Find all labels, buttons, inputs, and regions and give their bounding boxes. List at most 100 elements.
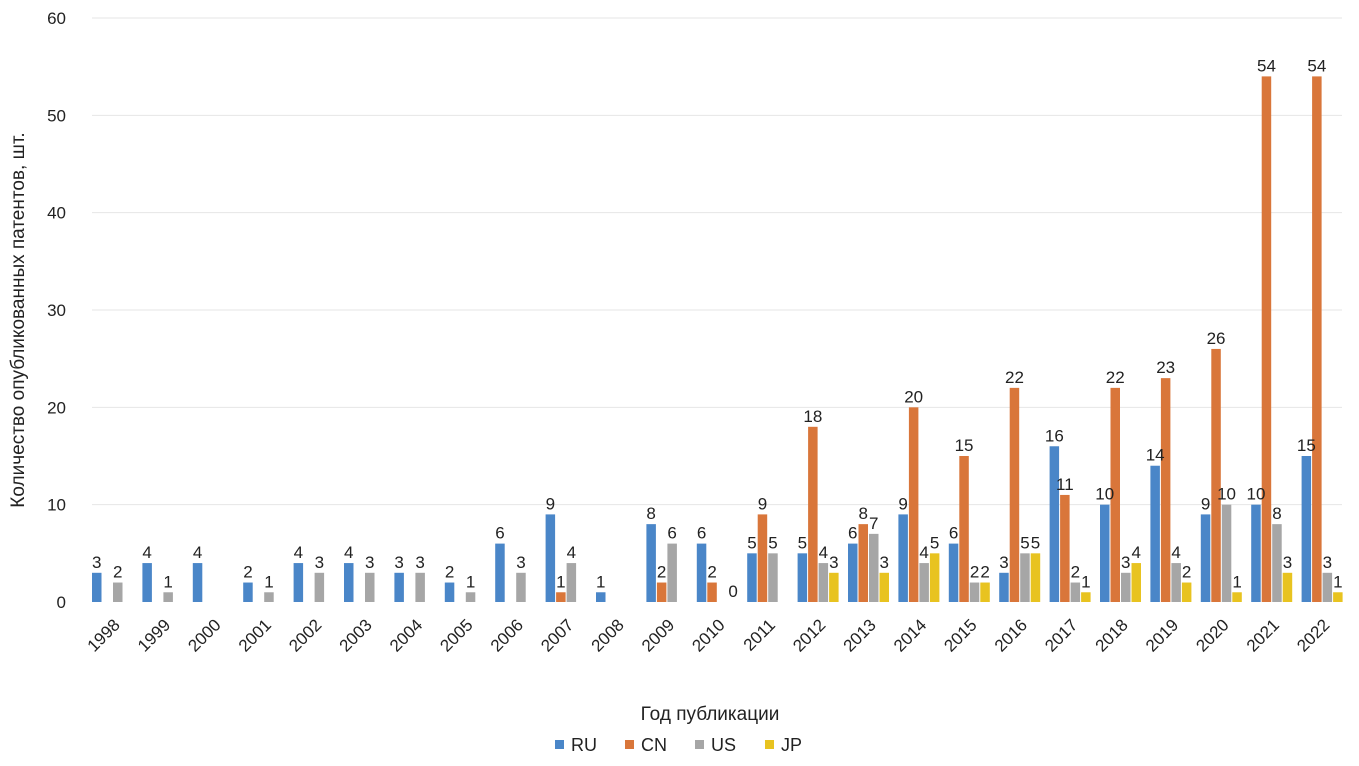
bar-us-2007 [566, 563, 577, 602]
bar-jp-2012 [829, 572, 839, 602]
bar-ru-1998 [92, 572, 102, 602]
x-tick-label: 2017 [1041, 615, 1081, 655]
bar-ru-2020 [1200, 514, 1211, 602]
bars [92, 76, 1343, 602]
data-label-us-2002: 3 [315, 553, 324, 572]
data-label-cn-2013: 8 [859, 504, 868, 523]
bar-ru-1999 [142, 563, 152, 602]
bar-cn-2007 [556, 592, 566, 602]
data-label-jp-2016: 5 [1031, 533, 1040, 552]
data-label-us-2011: 5 [768, 533, 777, 552]
bar-us-2022 [1322, 572, 1333, 602]
data-label-cn-2012: 18 [803, 407, 822, 426]
x-tick-label: 2002 [285, 615, 325, 655]
data-label-jp-2019: 2 [1182, 563, 1191, 582]
legend: RU CN US JP [555, 735, 802, 755]
data-label-ru-2007: 9 [546, 494, 555, 513]
bar-jp-2018 [1131, 563, 1141, 602]
legend-swatch-ru [555, 740, 564, 749]
data-label-cn-2018: 22 [1106, 368, 1125, 387]
x-tick-label: 2021 [1243, 615, 1283, 655]
bar-us-2017 [1070, 582, 1081, 602]
x-tick-label: 2011 [740, 615, 779, 654]
data-label-us-2019: 4 [1171, 543, 1180, 562]
bar-us-2020 [1221, 504, 1232, 602]
data-label-cn-2015: 15 [955, 436, 974, 455]
bar-ru-2010 [696, 543, 707, 602]
bar-us-2021 [1272, 524, 1282, 602]
data-label-jp-2015: 2 [980, 563, 989, 582]
data-label-ru-2015: 6 [949, 524, 958, 543]
data-label-jp-2012: 3 [829, 553, 838, 572]
x-tick-label: 2014 [890, 615, 930, 655]
data-label-ru-2016: 3 [999, 553, 1008, 572]
data-label-ru-2008: 1 [596, 572, 605, 591]
bar-jp-2015 [980, 582, 990, 602]
bar-us-1998 [113, 582, 123, 602]
data-label-us-2018: 3 [1121, 553, 1130, 572]
data-label-us-2009: 6 [667, 524, 676, 543]
data-label-ru-1998: 3 [92, 553, 101, 572]
y-tick-label: 30 [47, 301, 66, 320]
bar-jp-2022 [1333, 592, 1343, 602]
data-label-cn-2014: 20 [904, 387, 923, 406]
bar-us-2001 [264, 592, 274, 602]
bar-ru-2022 [1301, 456, 1312, 602]
data-label-ru-2019: 14 [1146, 446, 1165, 465]
x-axis-title: Год публикации [641, 704, 780, 725]
x-tick-label: 2004 [386, 615, 426, 655]
bar-ru-2015 [948, 543, 959, 602]
y-axis-ticks: 0 10 20 30 40 50 60 [47, 9, 66, 612]
x-tick-label: 1999 [134, 615, 174, 655]
bar-cn-2015 [959, 456, 969, 602]
data-label-us-1998: 2 [113, 563, 122, 582]
data-label-jp-2018: 4 [1132, 543, 1141, 562]
bar-ru-2005 [444, 582, 455, 602]
data-label-cn-2009: 2 [657, 563, 666, 582]
data-label-us-2013: 7 [869, 514, 878, 533]
data-label-ru-1999: 4 [142, 543, 151, 562]
legend-label-jp: JP [781, 735, 802, 755]
bar-us-2016 [1020, 553, 1030, 602]
bar-jp-2019 [1181, 582, 1192, 602]
gridlines [92, 17, 1342, 506]
bar-cn-2010 [707, 582, 717, 602]
x-tick-label: 2012 [789, 615, 829, 655]
data-label-us-2003: 3 [365, 553, 374, 572]
x-tick-label: 2000 [184, 615, 224, 655]
data-label-cn-2021: 54 [1257, 56, 1276, 75]
data-label-us-2007: 4 [567, 543, 576, 562]
bar-us-2012 [818, 563, 829, 602]
x-tick-label: 2015 [940, 615, 980, 655]
data-label-ru-2005: 2 [445, 563, 454, 582]
bar-jp-2014 [929, 553, 940, 602]
legend-label-cn: CN [641, 735, 667, 755]
data-label-ru-2009: 8 [646, 504, 655, 523]
bar-cn-2013 [858, 524, 868, 602]
bar-cn-2012 [808, 426, 818, 602]
bar-ru-2017 [1049, 446, 1060, 602]
bar-ru-2011 [747, 553, 757, 602]
bar-jp-2013 [879, 572, 889, 602]
bar-cn-2020 [1211, 348, 1221, 602]
data-label-cn-2022: 54 [1307, 56, 1326, 75]
data-label-jp-2014: 5 [930, 533, 939, 552]
data-label-ru-2022: 15 [1297, 436, 1316, 455]
data-label-jp-2022: 1 [1333, 572, 1342, 591]
x-tick-label: 1998 [84, 615, 124, 655]
bar-cn-2022 [1312, 76, 1322, 602]
data-label-cn-2020: 26 [1207, 329, 1226, 348]
legend-label-us: US [711, 735, 736, 755]
legend-swatch-us [695, 740, 704, 749]
y-tick-label: 0 [57, 593, 66, 612]
data-label-us-2006: 3 [516, 553, 525, 572]
bar-ru-2003 [344, 563, 354, 602]
data-label-ru-2003: 4 [344, 543, 353, 562]
bar-us-2019 [1171, 563, 1181, 602]
y-tick-label: 50 [47, 106, 66, 125]
legend-swatch-cn [625, 740, 634, 749]
bar-jp-2016 [1030, 553, 1041, 602]
bar-ru-2012 [797, 553, 808, 602]
y-axis-title: Количество опубликованных патентов, шт. [8, 132, 29, 507]
